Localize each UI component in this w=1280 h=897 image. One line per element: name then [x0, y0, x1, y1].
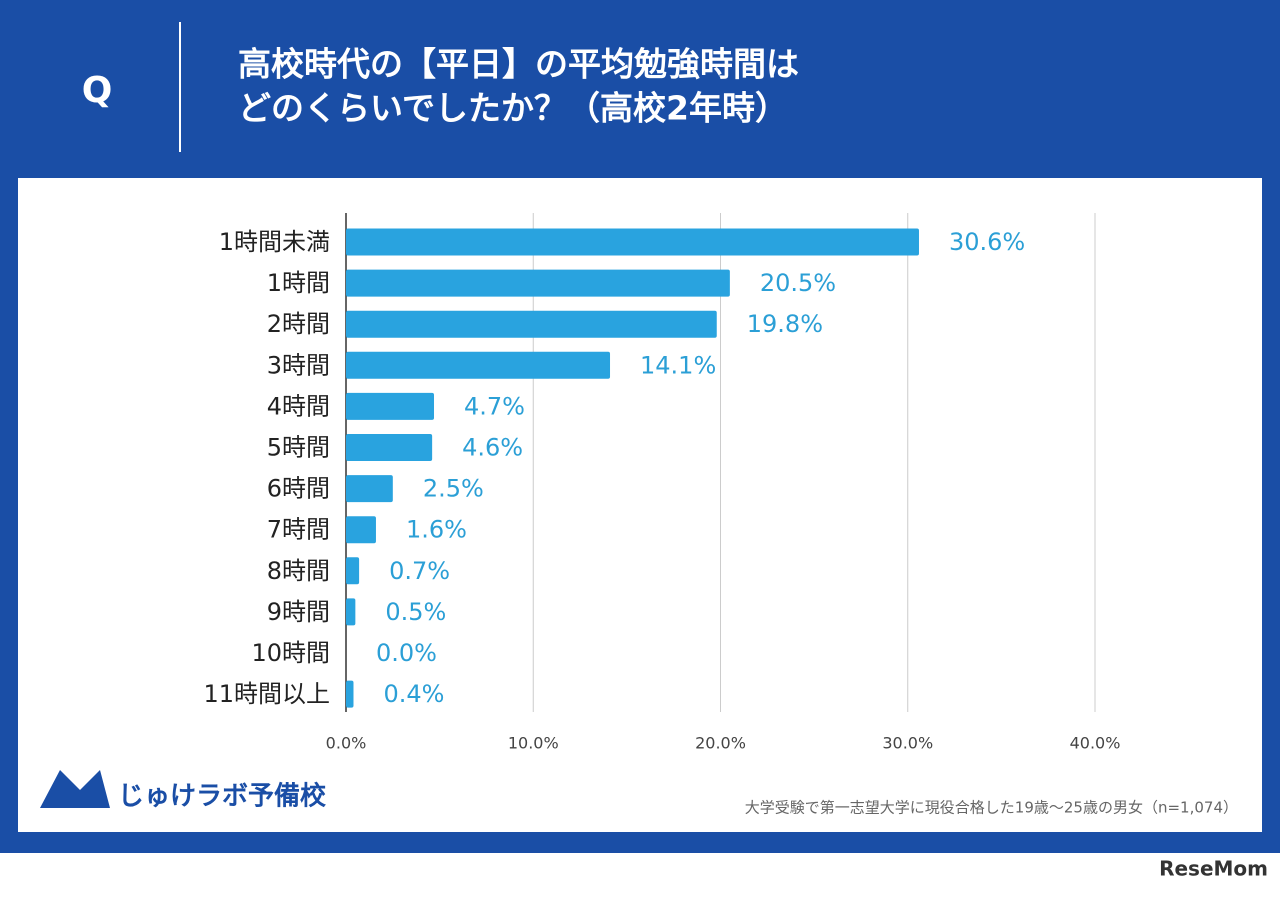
x-tick-label: 0.0%	[326, 734, 367, 753]
value-label: 0.5%	[385, 598, 446, 626]
bottom-strip	[0, 853, 1280, 893]
y-tick-label: 5時間	[267, 434, 330, 462]
value-label: 0.7%	[389, 557, 450, 585]
logo-icon	[40, 770, 110, 808]
y-tick-label: 1時間	[267, 269, 330, 297]
brand: じゅけラボ予備校	[118, 781, 327, 812]
value-label: 4.6%	[462, 434, 523, 462]
y-tick-label: 4時間	[267, 392, 330, 420]
y-tick-label: 2時間	[267, 310, 330, 338]
y-tick-label: 10時間	[251, 639, 330, 667]
note: 大学受験で第一志望大学に現役合格した19歳～25歳の男女（n=1,074）	[745, 799, 1238, 817]
x-tick-label: 30.0%	[882, 734, 933, 753]
y-tick-label: 3時間	[267, 351, 330, 379]
bar	[346, 516, 376, 544]
value-label: 1.6%	[406, 516, 467, 544]
bar	[346, 434, 433, 461]
y-tick-label: 9時間	[267, 598, 330, 626]
bar	[346, 680, 354, 708]
y-tick-label: 6時間	[267, 475, 330, 503]
value-label: 20.5%	[760, 269, 836, 297]
bar	[346, 598, 356, 626]
value-label: 19.8%	[747, 310, 823, 338]
x-tick-label: 10.0%	[508, 734, 559, 753]
chart-title: どのくらいでしたか？（高校2年時）	[238, 89, 788, 128]
value-label: 14.1%	[640, 351, 716, 379]
bar	[346, 557, 360, 585]
chart-title: 高校時代の【平日】の平均勉強時間は	[238, 45, 799, 84]
y-tick-label: 11時間以上	[203, 680, 330, 708]
bar	[346, 269, 730, 297]
x-tick-label: 20.0%	[695, 734, 746, 753]
value-label: 0.0%	[376, 639, 437, 667]
bar	[346, 310, 717, 338]
x-tick-label: 40.0%	[1070, 734, 1121, 753]
value-label: 0.4%	[383, 680, 444, 708]
logo: じゅけラボ予備校	[40, 770, 327, 812]
y-tick-label: 8時間	[267, 557, 330, 585]
y-tick-label: 1時間未満	[219, 228, 330, 256]
y-tick-label: 7時間	[267, 516, 330, 544]
bar	[346, 351, 611, 379]
bar	[346, 475, 393, 503]
value-label: 4.7%	[464, 392, 525, 420]
q-mark: Q	[82, 70, 113, 111]
bar	[346, 392, 435, 420]
value-label: 2.5%	[423, 475, 484, 503]
watermark: ReseMom	[1159, 857, 1268, 881]
bar	[346, 228, 919, 256]
value-label: 30.6%	[949, 228, 1025, 256]
